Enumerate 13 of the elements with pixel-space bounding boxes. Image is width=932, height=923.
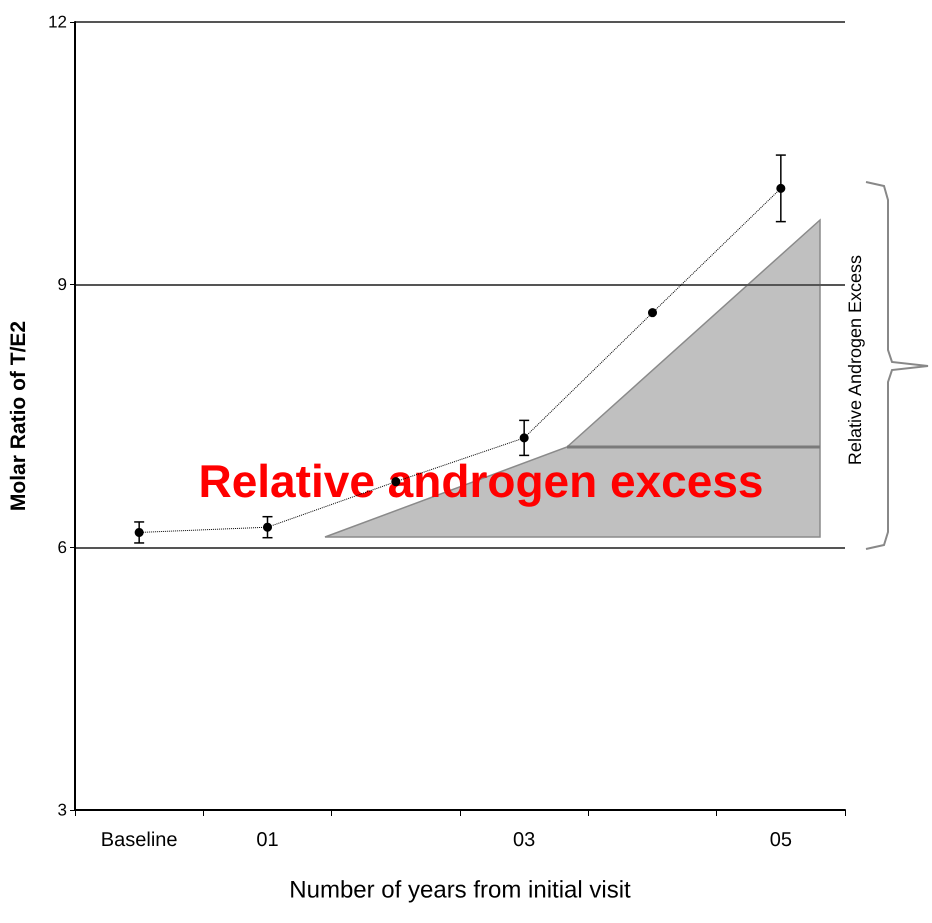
y-axis-title: Molar Ratio of T/E2 xyxy=(7,320,30,512)
x-tick-label: Baseline xyxy=(100,829,178,851)
x-tick-label: 05 xyxy=(770,829,792,851)
y-tick-label: 9 xyxy=(58,275,67,294)
annotation: Relative androgen excess xyxy=(198,455,764,507)
x-tick-label: 01 xyxy=(256,829,279,851)
y-tick-label: 12 xyxy=(48,12,67,32)
point xyxy=(648,308,657,318)
y-tick-label: 3 xyxy=(58,800,67,820)
annotation: Relative Androgen Excess xyxy=(845,254,865,466)
x-axis-title: Number of years from initial visit xyxy=(289,876,632,904)
y-tick-label: 6 xyxy=(58,538,67,557)
x-tick-label: 03 xyxy=(513,829,536,851)
